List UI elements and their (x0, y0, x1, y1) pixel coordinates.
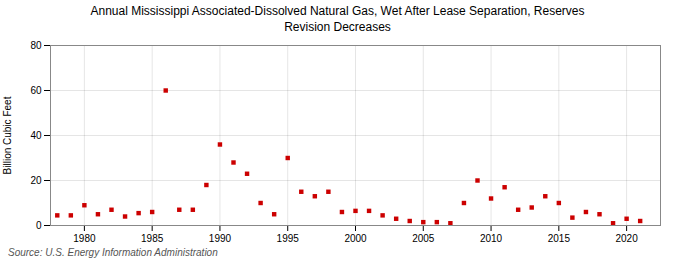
svg-text:2015: 2015 (548, 233, 571, 244)
svg-text:2010: 2010 (480, 233, 503, 244)
svg-text:2000: 2000 (344, 233, 367, 244)
svg-text:60: 60 (30, 85, 42, 96)
svg-text:1985: 1985 (141, 233, 164, 244)
svg-text:20: 20 (30, 175, 42, 186)
html-text:Source: U.S. Energy Informatio: Source: U.S. Energy Information Administ… (8, 247, 218, 259)
html-text:Annual Mississippi Associated-: Annual Mississippi Associated-Dissolved … (90, 4, 585, 34)
svg-text:0: 0 (36, 220, 42, 231)
svg-text:2020: 2020 (615, 233, 638, 244)
svg-text:40: 40 (30, 130, 42, 141)
svg-text:80: 80 (30, 40, 42, 51)
svg-text:Billion Cubic Feet: Billion Cubic Feet (2, 97, 13, 175)
svg-text:1995: 1995 (277, 233, 300, 244)
svg-text:1990: 1990 (209, 233, 232, 244)
svg-text:2005: 2005 (412, 233, 435, 244)
svg-text:1980: 1980 (73, 233, 96, 244)
